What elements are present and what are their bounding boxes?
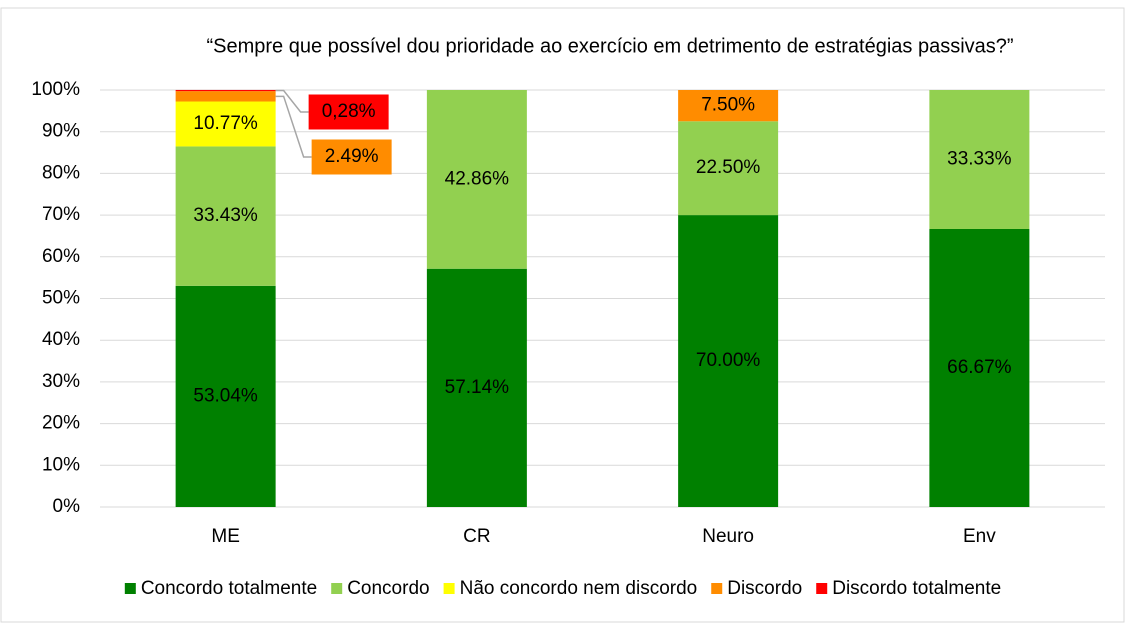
data-label: 57.14% (445, 377, 510, 398)
data-label: 70.00% (696, 350, 761, 371)
y-tick-label: 100% (31, 79, 80, 100)
bar-segment (426, 90, 527, 269)
y-tick-label: 50% (42, 288, 80, 309)
bar-segment (678, 90, 779, 122)
data-label: 10.77% (193, 113, 258, 134)
data-label: 22.50% (696, 157, 761, 178)
legend-swatch (443, 583, 455, 594)
data-label: 33.33% (947, 149, 1012, 170)
y-tick-label: 10% (42, 454, 80, 475)
legend-label: Não concordo nem discordo (460, 578, 698, 599)
y-tick-label: 60% (42, 246, 80, 267)
y-tick-label: 80% (42, 162, 80, 183)
legend-label: Discordo (727, 578, 802, 599)
y-tick-label: 0% (53, 496, 81, 517)
bar-segment (929, 90, 1030, 229)
bar-segment (175, 101, 276, 147)
y-tick-label: 30% (42, 371, 80, 392)
bar-segment (678, 121, 779, 216)
data-label: 66.67% (947, 357, 1012, 378)
callout-box (308, 94, 389, 130)
legend-swatch (124, 583, 136, 594)
leader-line (275, 95, 312, 158)
bar-segment (175, 89, 276, 92)
callout-box (311, 139, 392, 175)
leader-line (275, 89, 309, 113)
y-tick-label: 70% (42, 204, 80, 225)
x-tick-label: Neuro (702, 526, 754, 547)
data-label: 33.43% (193, 205, 258, 226)
bar-segment (426, 268, 527, 507)
legend-swatch (816, 583, 828, 594)
data-label: 42.86% (445, 168, 510, 189)
data-label: 7.50% (701, 95, 755, 116)
data-label: 53.04% (193, 385, 258, 406)
bar-segment (678, 215, 779, 507)
legend-swatch (331, 583, 343, 594)
legend-label: Concordo totalmente (141, 578, 317, 599)
data-label: 0,28% (322, 101, 376, 122)
bar-segment (175, 285, 276, 507)
bar-segment (175, 91, 276, 102)
legend-label: Discordo totalmente (832, 578, 1001, 599)
x-tick-label: Env (963, 526, 996, 547)
legend-swatch (711, 583, 723, 594)
bar-segment (175, 146, 276, 286)
y-tick-label: 20% (42, 413, 80, 434)
x-tick-label: ME (211, 526, 240, 547)
data-label: 2.49% (325, 146, 379, 167)
y-tick-label: 90% (42, 121, 80, 142)
bar-segment (929, 228, 1030, 508)
x-tick-label: CR (463, 526, 490, 547)
y-tick-label: 40% (42, 329, 80, 350)
legend-label: Concordo (347, 578, 429, 599)
chart-title: “Sempre que possível dou prioridade ao e… (206, 35, 1013, 57)
